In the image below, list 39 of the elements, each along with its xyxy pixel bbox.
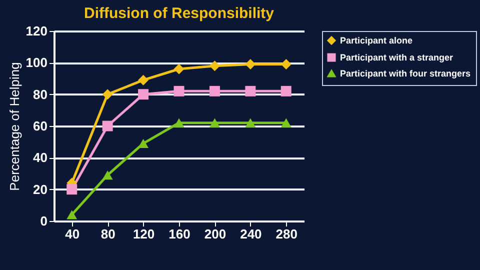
y-tick-label: 20 — [33, 182, 48, 197]
x-tick-label: 120 — [132, 226, 155, 242]
point — [102, 170, 113, 180]
point — [174, 118, 184, 128]
point — [66, 184, 78, 195]
y-tick-label: 60 — [33, 118, 48, 134]
legend-label: Participant with four strangers — [340, 68, 471, 78]
point — [102, 89, 113, 100]
y-tick-label: 100 — [26, 55, 48, 70]
point — [209, 86, 220, 96]
y-tick-label: 120 — [26, 24, 48, 38]
point — [138, 89, 149, 100]
x-tick-label: 200 — [204, 226, 226, 242]
legend-label: Participant alone — [340, 36, 413, 46]
point — [138, 74, 149, 86]
point — [174, 64, 184, 74]
chart-title: Diffusion of Responsibility — [84, 5, 275, 22]
point — [209, 60, 220, 72]
y-axis-title: Percentage of Helping — [6, 62, 22, 191]
point — [209, 118, 220, 128]
point — [174, 86, 184, 96]
x-tick-label: 80 — [100, 226, 116, 242]
point — [138, 138, 149, 148]
point — [280, 59, 292, 70]
point — [102, 120, 113, 132]
point — [280, 118, 292, 128]
y-tick-label: 80 — [33, 86, 48, 102]
x-tick-label: 240 — [240, 226, 262, 242]
x-tick-label: 160 — [168, 226, 190, 242]
point — [280, 86, 292, 96]
x-tick-label: 280 — [276, 226, 298, 242]
y-tick-label: 0 — [40, 214, 48, 228]
point — [245, 86, 256, 96]
point — [245, 59, 256, 70]
legend-label: Participant with a stranger — [340, 52, 454, 62]
y-tick-label: 40 — [33, 150, 48, 166]
x-tick-label: 40 — [65, 226, 80, 242]
point — [66, 210, 78, 220]
point — [245, 118, 256, 128]
